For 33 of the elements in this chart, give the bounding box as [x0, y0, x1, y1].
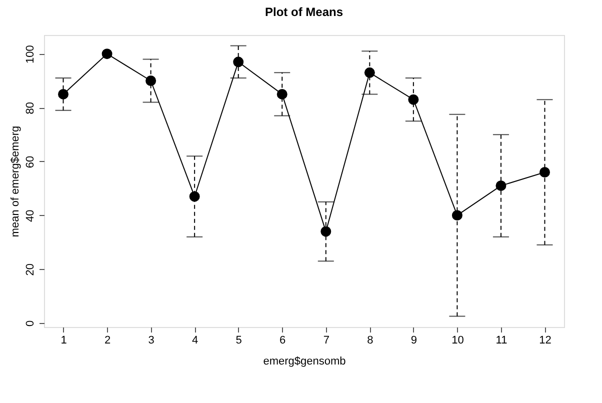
x-tick-label: 2 — [104, 334, 111, 346]
point — [452, 210, 462, 221]
point — [408, 94, 419, 105]
y-tick-label: 0 — [24, 320, 36, 327]
point — [58, 88, 69, 100]
point — [146, 76, 156, 86]
x-tick-label: 5 — [236, 334, 242, 346]
point — [233, 56, 244, 68]
y-tick-label: 60 — [24, 156, 36, 168]
point — [276, 88, 288, 100]
y-tick-label: 80 — [24, 102, 36, 114]
y-tick-label: 40 — [24, 210, 36, 222]
x-tick-label: 11 — [496, 334, 508, 346]
x-tick-label: 7 — [323, 334, 330, 346]
x-tick-label: 12 — [539, 334, 552, 346]
chart-title: Plot of Means — [264, 5, 344, 19]
point — [320, 226, 332, 237]
x-axis-title: emerg$gensomb — [263, 356, 346, 368]
x-tick-label: 6 — [280, 334, 286, 346]
point — [539, 167, 550, 178]
point — [364, 67, 375, 78]
x-tick-label: 4 — [192, 334, 198, 346]
point — [189, 191, 200, 202]
x-tick-label: 1 — [60, 334, 67, 346]
point — [496, 180, 506, 191]
point — [102, 48, 112, 60]
y-tick-label: 20 — [24, 264, 36, 276]
y-axis-title: mean of emerg$emerg — [10, 126, 22, 238]
y-tick-label: 100 — [24, 45, 36, 64]
x-tick-label: 9 — [410, 334, 417, 346]
x-tick-label: 8 — [367, 334, 374, 346]
x-tick-label: 10 — [452, 334, 464, 346]
x-tick-label: 3 — [148, 334, 154, 346]
